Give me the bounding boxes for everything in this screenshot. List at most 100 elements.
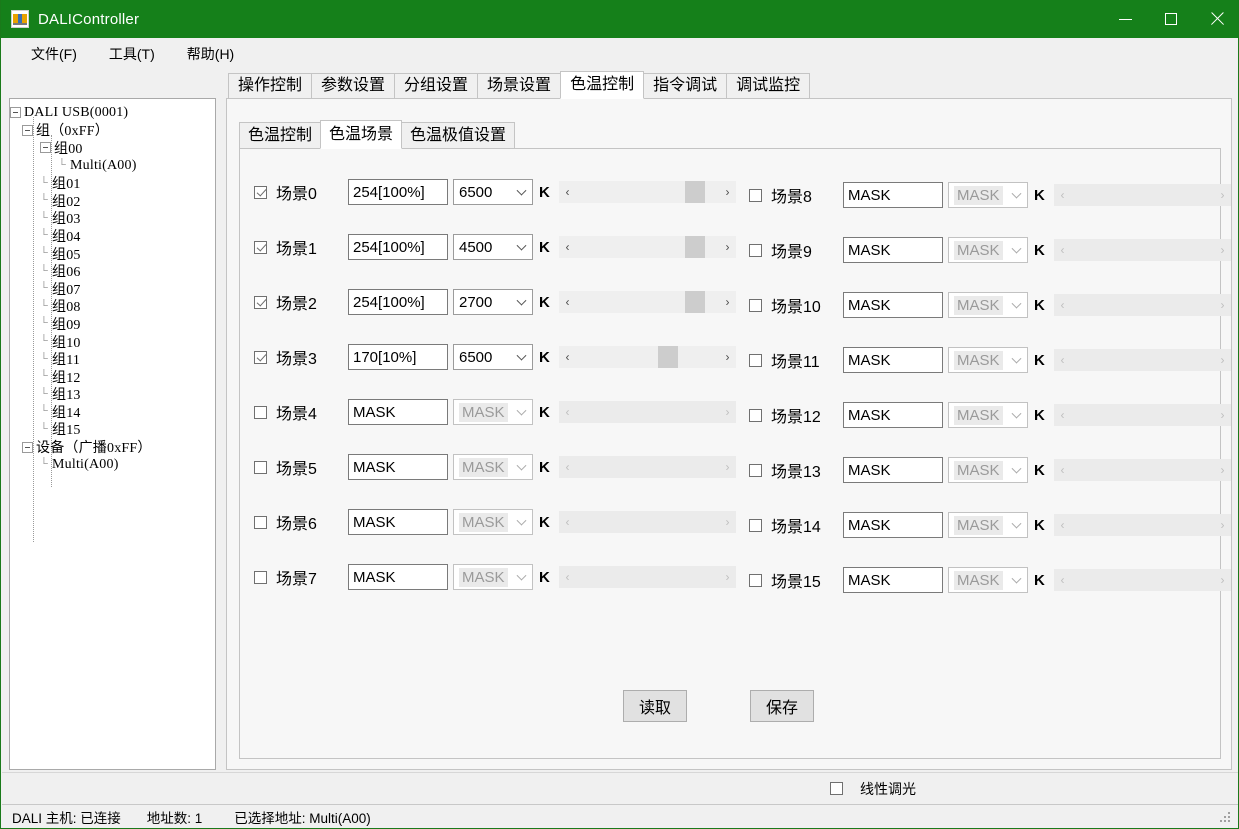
scene-level-input[interactable]: MASK [348,509,448,535]
scene-cct-select[interactable]: MASK [453,399,533,425]
slider-right-arrow-icon[interactable]: › [1220,353,1225,367]
slider-left-arrow-icon[interactable]: ‹ [1060,463,1065,477]
slider-left-arrow-icon[interactable]: ‹ [1060,518,1065,532]
slider-thumb[interactable] [685,291,706,313]
scene-cct-slider[interactable]: ‹ › [559,291,736,313]
scene-level-input[interactable]: MASK [843,347,943,373]
scene-level-input[interactable]: MASK [843,292,943,318]
sub-tab-1[interactable]: 色温场景 [320,120,403,149]
scene-level-input[interactable]: 254[100%] [348,234,448,260]
slider-thumb[interactable] [685,181,706,203]
slider-left-arrow-icon[interactable]: ‹ [565,350,570,364]
slider-thumb[interactable] [658,346,679,368]
close-button[interactable] [1194,0,1238,38]
resize-grip-icon[interactable] [1220,812,1233,825]
scene-cct-select[interactable]: 6500 [453,179,533,205]
scene-cct-select[interactable]: MASK [453,509,533,535]
scene-cct-slider[interactable]: ‹ › [559,346,736,368]
tree-node[interactable]: └ 组04 [10,227,215,245]
tree-expander-icon[interactable] [40,142,51,154]
scene-enable-checkbox[interactable] [749,573,762,587]
scene-enable-checkbox[interactable] [749,408,762,422]
tree-node[interactable]: └ Multi(A00) [10,157,215,175]
scene-level-input[interactable]: MASK [843,567,943,593]
scene-enable-checkbox[interactable] [254,295,267,309]
scene-enable-checkbox[interactable] [254,515,267,529]
slider-left-arrow-icon[interactable]: ‹ [1060,408,1065,422]
scene-cct-select[interactable]: MASK [948,292,1028,318]
scene-cct-select[interactable]: 2700 [453,289,533,315]
scene-cct-slider[interactable]: ‹ › [1054,294,1231,316]
slider-right-arrow-icon[interactable]: › [725,405,730,419]
scene-cct-slider[interactable]: ‹ › [1054,184,1231,206]
linear-dimming-checkbox[interactable] [830,782,843,795]
scene-cct-select[interactable]: MASK [453,564,533,590]
scene-cct-slider[interactable]: ‹ › [1054,239,1231,261]
slider-right-arrow-icon[interactable]: › [1220,188,1225,202]
slider-right-arrow-icon[interactable]: › [725,515,730,529]
menu-help[interactable]: 帮助(H) [186,46,235,62]
scene-cct-slider[interactable]: ‹ › [1054,459,1231,481]
scene-level-input[interactable]: MASK [843,402,943,428]
slider-left-arrow-icon[interactable]: ‹ [1060,353,1065,367]
scene-level-input[interactable]: MASK [843,512,943,538]
tree-expander-icon[interactable] [10,107,21,119]
scene-enable-checkbox[interactable] [254,185,267,199]
tree-node[interactable]: └ 组15 [10,421,215,438]
slider-left-arrow-icon[interactable]: ‹ [1060,573,1065,587]
scene-level-input[interactable]: 170[10%] [348,344,448,370]
scene-cct-select[interactable]: MASK [948,457,1028,483]
scene-level-input[interactable]: MASK [843,237,943,263]
slider-right-arrow-icon[interactable]: › [725,460,730,474]
tree-expander-icon[interactable] [22,441,33,453]
tree-node[interactable]: └ 组02 [10,192,215,210]
menu-file[interactable]: 文件(F) [31,46,77,62]
scene-level-input[interactable]: 254[100%] [348,179,448,205]
slider-right-arrow-icon[interactable]: › [1220,408,1225,422]
scene-enable-checkbox[interactable] [749,188,762,202]
slider-right-arrow-icon[interactable]: › [1220,463,1225,477]
main-tab-4[interactable]: 色温控制 [560,71,645,99]
slider-left-arrow-icon[interactable]: ‹ [565,460,570,474]
menu-tools[interactable]: 工具(T) [108,46,155,62]
slider-left-arrow-icon[interactable]: ‹ [565,295,570,309]
tree-expander-icon[interactable] [22,124,33,136]
scene-cct-select[interactable]: 6500 [453,344,533,370]
scene-cct-select[interactable]: MASK [948,347,1028,373]
tree-node[interactable]: └ 组03 [10,210,215,227]
tree-node[interactable]: └ 组08 [10,298,215,315]
main-tab-3[interactable]: 场景设置 [477,73,562,99]
scene-enable-checkbox[interactable] [254,570,267,584]
slider-right-arrow-icon[interactable]: › [725,570,730,584]
maximize-button[interactable] [1148,0,1194,38]
sub-tab-2[interactable]: 色温极值设置 [401,122,516,149]
scene-enable-checkbox[interactable] [254,460,267,474]
minimize-button[interactable] [1102,0,1148,38]
slider-right-arrow-icon[interactable]: › [1220,243,1225,257]
scene-cct-slider[interactable]: ‹ › [559,401,736,423]
tree-node[interactable]: └ 组12 [10,368,215,386]
slider-left-arrow-icon[interactable]: ‹ [1060,298,1065,312]
scene-cct-slider[interactable]: ‹ › [1054,349,1231,371]
tree-node[interactable]: └ 组07 [10,280,215,298]
device-tree-panel[interactable]: DALI USB(0001) 组（0xFF） 组00 └ Multi(A00) └ 组01 └… [9,98,216,770]
scene-enable-checkbox[interactable] [749,518,762,532]
scene-cct-slider[interactable]: ‹ › [1054,404,1231,426]
slider-right-arrow-icon[interactable]: › [1220,573,1225,587]
slider-left-arrow-icon[interactable]: ‹ [565,570,570,584]
slider-right-arrow-icon[interactable]: › [1220,298,1225,312]
scene-cct-slider[interactable]: ‹ › [559,566,736,588]
scene-cct-select[interactable]: MASK [948,567,1028,593]
scene-level-input[interactable]: MASK [843,182,943,208]
scene-cct-slider[interactable]: ‹ › [559,236,736,258]
scene-cct-select[interactable]: MASK [948,512,1028,538]
main-tab-2[interactable]: 分组设置 [394,73,479,99]
slider-left-arrow-icon[interactable]: ‹ [565,515,570,529]
scene-cct-slider[interactable]: ‹ › [559,181,736,203]
tree-node[interactable]: └ 组05 [10,245,215,263]
tree-node[interactable]: └ 组10 [10,333,215,351]
scene-level-input[interactable]: MASK [843,457,943,483]
tree-node[interactable]: └ Multi(A00) [10,456,215,474]
scene-cct-slider[interactable]: ‹ › [559,511,736,533]
scene-cct-select[interactable]: MASK [948,182,1028,208]
